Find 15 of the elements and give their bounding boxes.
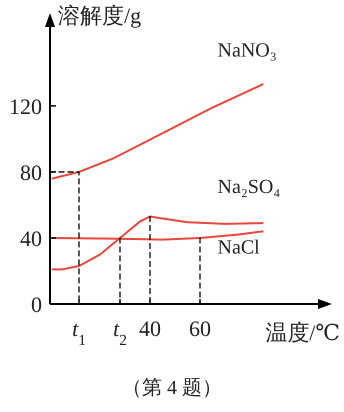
y-tick-label: 80 <box>20 160 42 185</box>
line-series <box>52 216 264 270</box>
line-series <box>52 83 264 180</box>
x-tick-label: 60 <box>189 316 211 341</box>
series-label: NaCl <box>218 236 260 258</box>
y-axis-title: 溶解度/g <box>58 3 142 28</box>
x-axis-title: 温度/℃ <box>265 320 340 345</box>
text: t$_{1}$ <box>72 316 86 348</box>
series-label: NaNO₃ <box>218 39 277 62</box>
text: t$_{2}$ <box>113 316 127 348</box>
text: （第 4 题） <box>122 377 222 399</box>
series-label: Na₂SO₄ <box>218 176 280 198</box>
y-tick-label: 40 <box>20 226 42 251</box>
y-tick-label: 120 <box>9 94 42 119</box>
y-tick-label: 0 <box>31 292 42 317</box>
